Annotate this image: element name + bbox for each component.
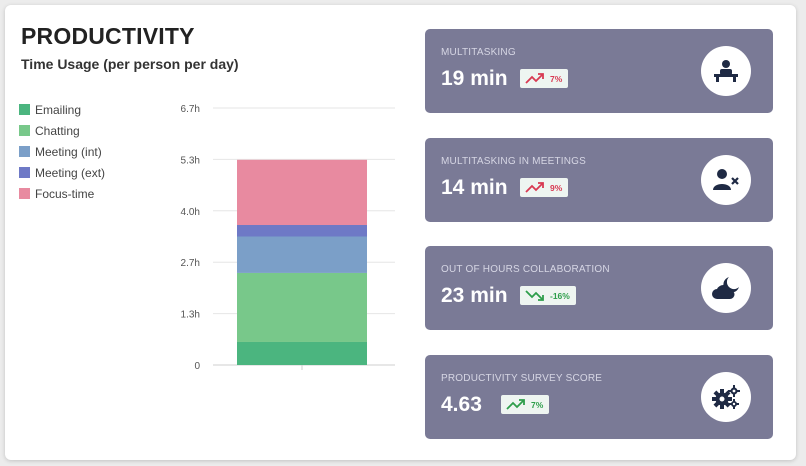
kpi-value: 19 min: [441, 67, 508, 90]
bar-segment-focus-time[interactable]: [237, 159, 367, 225]
chart-legend: Emailing Chatting Meeting (int) Meeting …: [19, 99, 105, 204]
legend-label: Focus-time: [35, 186, 95, 201]
legend-item-meeting-int[interactable]: Meeting (int): [19, 141, 105, 162]
kpi-tile-multitasking[interactable]: MULTITASKING 19 min 7%: [425, 29, 773, 113]
legend-label: Meeting (ext): [35, 165, 106, 180]
y-tick-label: 1.3h: [181, 310, 200, 321]
cogs-icon: [701, 372, 751, 422]
y-tick-label: 6.7h: [181, 104, 200, 115]
kpi-tile-survey-score[interactable]: PRODUCTIVITY SURVEY SCORE 4.63 7%: [425, 355, 773, 439]
trend-badge: 7%: [501, 395, 550, 414]
kpi-value: 23 min: [441, 284, 508, 307]
trend-down-icon: [525, 290, 544, 301]
trend-value: -16%: [550, 290, 570, 301]
kpi-label: MULTITASKING: [441, 47, 516, 58]
user-remove-icon: [701, 155, 751, 205]
legend-item-meeting-ext[interactable]: Meeting (ext): [19, 162, 105, 183]
stacked-bar-chart: 0 1.3h 2.7h 4.0h 5.3h 6.7h: [181, 104, 395, 372]
legend-swatch: [19, 104, 30, 115]
kpi-label: OUT OF HOURS COLLABORATION: [441, 264, 610, 275]
legend-item-focus-time[interactable]: Focus-time: [19, 183, 105, 204]
y-tick-label: 5.3h: [181, 155, 200, 166]
legend-swatch: [19, 125, 30, 136]
bar-segment-chatting[interactable]: [237, 272, 367, 342]
trend-value: 7%: [531, 399, 544, 410]
y-tick-label: 2.7h: [181, 258, 200, 269]
trend-value: 9%: [550, 182, 563, 193]
trend-badge: 7%: [520, 69, 569, 88]
trend-badge: -16%: [520, 286, 576, 305]
trend-up-icon: [506, 399, 525, 410]
y-tick-label: 0: [194, 361, 200, 372]
legend-label: Meeting (int): [35, 144, 102, 159]
trend-badge: 9%: [520, 178, 569, 197]
legend-swatch: [19, 167, 30, 178]
legend-swatch: [19, 146, 30, 157]
bar-segment-meeting-ext[interactable]: [237, 224, 367, 237]
legend-label: Emailing: [35, 102, 82, 117]
bar-segment-meeting-int[interactable]: [237, 236, 367, 273]
chart-subtitle: Time Usage (per person per day): [21, 56, 239, 72]
person-at-desk-icon: [701, 46, 751, 96]
y-tick-label: 4.0h: [181, 207, 200, 218]
kpi-tile-multitasking-in-meetings[interactable]: MULTITASKING IN MEETINGS 14 min 9%: [425, 138, 773, 222]
kpi-value: 4.63: [441, 393, 482, 416]
trend-up-icon: [525, 73, 544, 84]
trend-up-icon: [525, 182, 544, 193]
kpi-tile-out-of-hours[interactable]: OUT OF HOURS COLLABORATION 23 min -16%: [425, 246, 773, 330]
legend-item-emailing[interactable]: Emailing: [19, 99, 105, 120]
kpi-label: PRODUCTIVITY SURVEY SCORE: [441, 373, 603, 384]
legend-label: Chatting: [35, 123, 80, 138]
trend-value: 7%: [550, 73, 563, 84]
kpi-label: MULTITASKING IN MEETINGS: [441, 156, 586, 167]
kpi-value: 14 min: [441, 176, 508, 199]
legend-item-chatting[interactable]: Chatting: [19, 120, 105, 141]
legend-swatch: [19, 188, 30, 199]
productivity-card: PRODUCTIVITY Time Usage (per person per …: [5, 5, 796, 460]
bar-segment-emailing[interactable]: [237, 341, 367, 365]
page-title: PRODUCTIVITY: [21, 23, 195, 49]
cloud-moon-icon: [701, 263, 751, 313]
